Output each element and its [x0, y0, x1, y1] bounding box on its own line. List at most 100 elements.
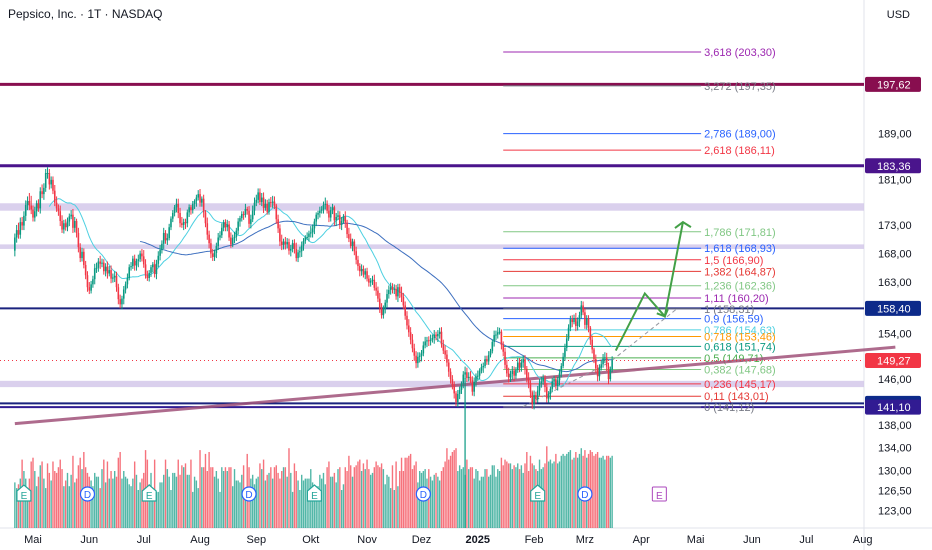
candle-body: [64, 223, 67, 228]
volume-bar: [103, 459, 105, 528]
volume-bar: [355, 465, 357, 528]
volume-bar: [326, 467, 328, 528]
volume-bar: [438, 480, 441, 528]
volume-bar: [170, 490, 172, 528]
candle-body: [518, 362, 521, 368]
candle-body: [37, 203, 40, 209]
candle-body: [500, 331, 503, 345]
candle-body: [417, 356, 419, 364]
volume-bar: [517, 463, 519, 528]
candle-body: [322, 204, 325, 210]
candle-body: [122, 289, 125, 299]
candle-body: [161, 243, 163, 251]
volume-bar: [595, 453, 597, 528]
volume-bar: [389, 488, 392, 528]
candle-body: [280, 241, 283, 245]
volume-bar: [369, 474, 372, 528]
time-tick-label: Sep: [247, 534, 267, 546]
volume-bar: [453, 450, 455, 528]
volume-bar: [172, 472, 174, 528]
volume-bar: [115, 476, 118, 528]
candle-body: [144, 264, 147, 276]
volume-bar: [182, 467, 185, 528]
volume-bar: [284, 467, 287, 528]
time-tick-label: Mrz: [576, 534, 594, 546]
candle-body: [30, 205, 32, 210]
candle-body: [206, 223, 209, 235]
candle-body: [431, 338, 434, 340]
volume-bar: [477, 471, 479, 528]
candle-body: [516, 362, 519, 370]
volume-bar: [444, 461, 446, 528]
volume-bar: [210, 467, 212, 528]
fib-level-label: 0,786 (154,63): [704, 325, 776, 337]
candle-body: [545, 387, 548, 399]
candle-body: [333, 207, 336, 221]
volume-bar: [386, 474, 388, 528]
candle-body: [250, 219, 252, 224]
volume-bar: [448, 459, 450, 528]
candle-body: [103, 262, 105, 272]
support-zone: [0, 244, 864, 249]
candle-body: [83, 251, 85, 265]
volume-bar: [299, 490, 301, 528]
candle-body: [208, 234, 210, 244]
volume-bar: [277, 472, 279, 528]
volume-bar: [489, 474, 492, 528]
volume-bar: [264, 480, 267, 528]
candle-body: [526, 368, 528, 379]
earnings-marker-label: E: [656, 491, 663, 502]
volume-bar: [464, 378, 466, 528]
candle-body: [230, 237, 232, 245]
candle-body: [113, 275, 116, 278]
volume-bar: [446, 448, 448, 528]
candle-body: [522, 359, 524, 363]
fib-level-label: 0,11 (143,01): [704, 391, 769, 403]
candle-body: [442, 344, 445, 351]
volume-bar: [123, 471, 125, 528]
candle-body: [164, 232, 167, 241]
candle-body: [326, 203, 328, 211]
volume-bar: [135, 474, 138, 528]
candle-body: [535, 395, 537, 400]
candle-body: [589, 327, 592, 340]
candle-body: [335, 216, 337, 221]
price-tick-label: 154,00: [878, 328, 912, 340]
candle-body: [282, 241, 285, 245]
volume-bar: [315, 486, 317, 528]
volume-bar: [346, 471, 348, 528]
volume-bar: [322, 472, 325, 528]
volume-bar: [251, 474, 254, 528]
candle-body: [92, 279, 94, 285]
volume-bar: [433, 474, 435, 528]
trendline: [14, 345, 896, 426]
candle-body: [411, 339, 414, 349]
volume-bar: [562, 453, 564, 528]
candle-body: [413, 348, 416, 356]
candle-body: [202, 198, 205, 213]
volume-bar: [64, 480, 67, 528]
volume-bar: [202, 467, 205, 528]
price-tag: [865, 76, 921, 92]
volume-bar: [63, 486, 65, 528]
candle-body: [408, 325, 410, 333]
price-tag-label: 158,40: [877, 303, 911, 315]
volume-bar: [50, 480, 52, 528]
candle-body: [304, 237, 307, 241]
volume-bar: [25, 478, 27, 528]
candle-body: [39, 191, 42, 209]
candle-body: [342, 216, 345, 221]
volume-bar: [607, 455, 610, 528]
volume-bar: [469, 467, 472, 528]
volume-bar: [348, 455, 350, 528]
volume-bar: [15, 488, 18, 528]
candle-body: [268, 202, 270, 212]
volume-bar: [573, 457, 575, 528]
candle-body: [435, 334, 437, 337]
candle-body: [339, 215, 341, 225]
volume-bar: [357, 461, 359, 528]
candle-body: [171, 212, 174, 219]
volume-bar: [475, 469, 477, 528]
volume-bar: [320, 478, 323, 528]
